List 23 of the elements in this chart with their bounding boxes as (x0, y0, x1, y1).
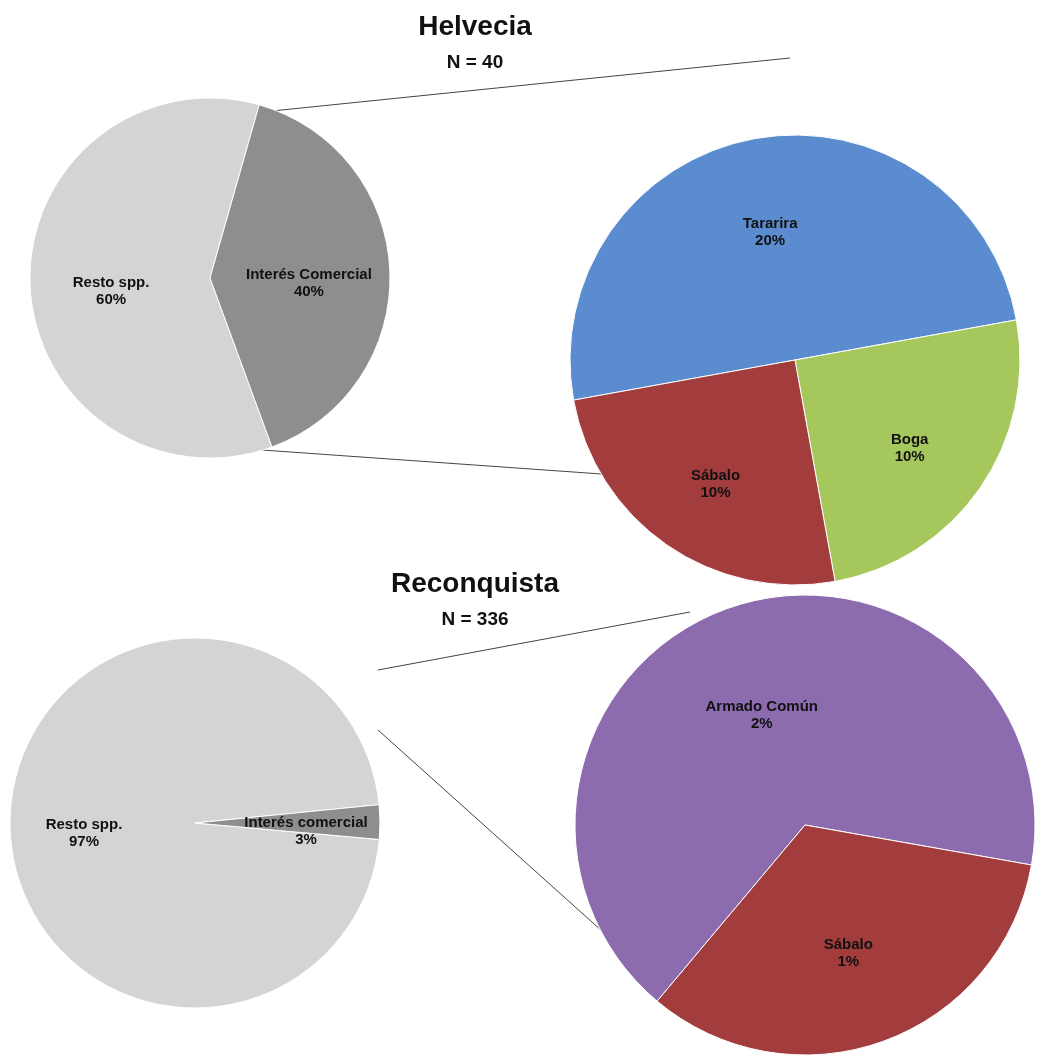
data-label: 3% (295, 830, 317, 848)
text: Reconquista (390, 567, 560, 598)
slice-label: Resto spp. (45, 814, 123, 832)
text: N = 40 (446, 51, 504, 72)
slice-label: Interés Comercial (245, 265, 372, 283)
slice-label: Resto spp. (72, 272, 150, 290)
data-label: 40% (293, 282, 324, 300)
slice-label: Tararira (742, 213, 799, 231)
data-label: 2% (750, 714, 773, 732)
slice-label: Boga (890, 430, 930, 448)
text: N = 336 (441, 608, 509, 629)
slice-label: Interés comercial (244, 813, 368, 831)
slice-label: Sábalo (690, 465, 741, 483)
data-label: 97% (68, 831, 100, 849)
data-label: 10% (894, 447, 925, 465)
slice-label: Armado Común (705, 697, 819, 715)
data-label: 60% (96, 289, 127, 307)
data-label: 1% (837, 951, 860, 969)
slice-label: Sábalo (823, 934, 873, 952)
text: Helvecia (418, 10, 533, 41)
data-label: 20% (755, 230, 786, 248)
data-label: 10% (700, 482, 731, 500)
pie-slice (9, 637, 380, 1009)
